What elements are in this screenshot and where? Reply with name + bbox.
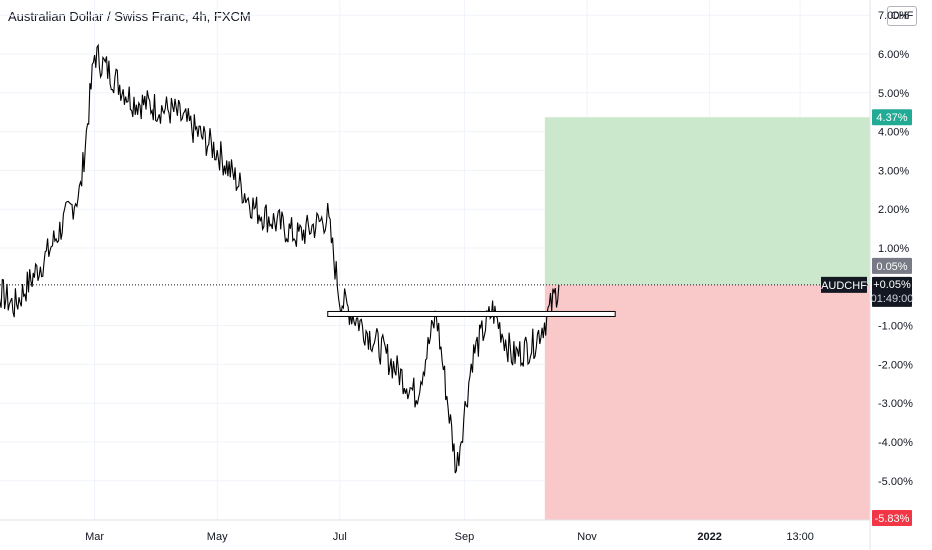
stop-loss-tag: -5.83% bbox=[875, 513, 910, 525]
take-profit-zone[interactable] bbox=[544, 117, 870, 285]
currency-button[interactable]: CHF bbox=[887, 6, 917, 26]
x-tick-label: 13:00 bbox=[786, 531, 814, 543]
chart-title: Australian Dollar / Swiss Franc, 4h, FXC… bbox=[8, 9, 251, 24]
x-tick-label: 2022 bbox=[697, 531, 721, 543]
price-tag-bg bbox=[872, 276, 912, 307]
y-tick-label: -5.00% bbox=[878, 476, 913, 488]
current-value-tag: 0.05% bbox=[876, 261, 907, 273]
price-series-line[interactable] bbox=[0, 43, 560, 474]
take-profit-tag-bg bbox=[872, 109, 912, 126]
y-tick-label: -1.00% bbox=[878, 321, 913, 333]
x-tick-label: May bbox=[207, 531, 228, 543]
change-label: +0.05% bbox=[873, 279, 911, 291]
current-value-tag-bg bbox=[872, 257, 912, 274]
countdown-label: 01:49:00 bbox=[871, 293, 914, 305]
symbol-tag: AUDCHF bbox=[821, 280, 867, 292]
x-tick-label: Sep bbox=[455, 531, 475, 543]
y-tick-label: 2.00% bbox=[878, 204, 909, 216]
stop-loss-tag-bg bbox=[872, 510, 912, 526]
y-tick-label: -2.00% bbox=[878, 359, 913, 371]
neckline-rectangle[interactable] bbox=[327, 310, 616, 317]
stop-loss-zone[interactable] bbox=[544, 284, 870, 520]
y-tick-label: 6.00% bbox=[878, 49, 909, 61]
y-tick-label: -3.00% bbox=[878, 398, 913, 410]
y-tick-label: 3.00% bbox=[878, 165, 909, 177]
y-tick-label: -4.00% bbox=[878, 437, 913, 449]
x-tick-label: Jul bbox=[333, 531, 347, 543]
take-profit-tag: 4.37% bbox=[876, 112, 907, 124]
y-tick-label: 7.00% bbox=[878, 10, 909, 22]
x-tick-label: Nov bbox=[577, 531, 597, 543]
y-tick-label: 4.00% bbox=[878, 127, 909, 139]
x-tick-label: Mar bbox=[85, 531, 104, 543]
y-tick-label: 1.00% bbox=[878, 243, 909, 255]
y-tick-label: 5.00% bbox=[878, 88, 909, 100]
symbol-tag-bg bbox=[821, 276, 867, 293]
